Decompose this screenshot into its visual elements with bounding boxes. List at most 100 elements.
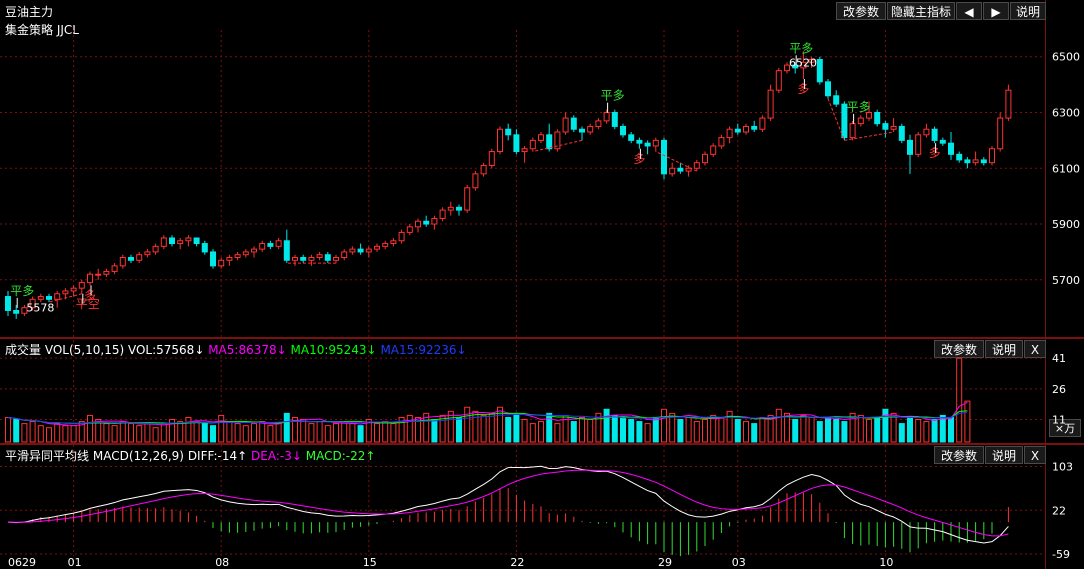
volume-bar [579, 416, 585, 443]
candle-body [111, 265, 118, 272]
volume-bar [497, 406, 503, 443]
candle-body [792, 64, 799, 69]
volume-bar [816, 421, 823, 443]
main-params-button[interactable]: 改参数 [836, 2, 886, 20]
volume-bar [693, 421, 700, 443]
candle-body [398, 231, 405, 242]
candle-body [70, 287, 77, 292]
vol-ma5: MA5:86378↓ [208, 343, 287, 357]
main-help-button[interactable]: 说明 [1010, 2, 1046, 20]
candle-body [669, 167, 676, 175]
volume-bar [267, 425, 274, 443]
trend-line [48, 293, 82, 303]
candle-body [882, 123, 889, 130]
trend-line [844, 131, 894, 141]
volume-bar [939, 414, 946, 443]
candle-body [357, 248, 364, 253]
volume-bar [341, 421, 348, 443]
candle-body [259, 243, 266, 250]
volume-bar [620, 416, 626, 443]
candle-body [923, 128, 930, 136]
macd-diff: DIFF:-14↑ [187, 449, 248, 463]
candle-body [341, 251, 348, 259]
vol-params-button[interactable]: 改参数 [934, 340, 984, 358]
vol-unit-label[interactable]: ×万 [1049, 419, 1081, 437]
volume-bar [603, 408, 610, 443]
candle-body [242, 251, 249, 256]
signal-label: 多 [633, 152, 645, 166]
candle-body [210, 251, 216, 267]
main-subtitle: 集金策略 JJCL [5, 23, 79, 37]
volume-layer [5, 357, 971, 443]
candle-body [693, 162, 700, 169]
candle-body [62, 290, 69, 295]
volume-bar [628, 419, 635, 443]
volume-bar [177, 421, 184, 443]
macd-help-button[interactable]: 说明 [985, 446, 1023, 464]
candle-body [1005, 89, 1012, 119]
macd-spec: MACD(12,26,9) [92, 449, 184, 463]
macd-close-button[interactable]: X [1024, 446, 1046, 464]
candle-body [513, 134, 520, 153]
vol-ma10: MA10:95243↓ [290, 343, 377, 357]
volume-bar [103, 423, 110, 443]
candle-body [267, 243, 274, 247]
candle-body [898, 125, 905, 141]
scroll-right-button[interactable]: ▶ [983, 2, 1009, 20]
vol-value: VOL:57568↓ [127, 343, 205, 357]
date-tick-label: 15 [363, 556, 377, 569]
volume-bar [300, 419, 307, 443]
candle-body [546, 134, 553, 150]
volume-bar [792, 419, 799, 443]
candle-body [521, 148, 528, 153]
candle-body [13, 309, 20, 314]
candle-body [718, 137, 725, 147]
candle-body [997, 117, 1004, 150]
candle-body [866, 112, 872, 119]
macd-params-button[interactable]: 改参数 [934, 446, 984, 464]
volume-bar [833, 419, 840, 443]
macd-dea: DEA:-3↓ [251, 449, 302, 463]
volume-bar [702, 419, 708, 443]
date-tick-label: 10 [879, 556, 893, 569]
vol-help-button[interactable]: 说明 [985, 340, 1023, 358]
candle-body [956, 153, 963, 161]
candle-body [300, 257, 307, 261]
signal-label: 平多 [789, 41, 813, 55]
candle-body [78, 282, 85, 289]
candle-body [579, 128, 585, 133]
volume-bar [587, 419, 594, 443]
date-tick-label: 08 [215, 556, 229, 569]
candle-body [554, 131, 561, 150]
price-tick-label: 6100 [1052, 162, 1080, 175]
macd-value: MACD:-22↑ [305, 449, 376, 463]
vol-close-button[interactable]: X [1024, 340, 1046, 358]
volume-bar [218, 414, 225, 443]
candle-body [907, 139, 913, 155]
candle-body [152, 245, 159, 253]
volume-bar [907, 416, 913, 443]
price-tick-label: 6500 [1052, 51, 1080, 64]
candle-body [611, 112, 618, 127]
candle-body [784, 64, 790, 72]
volume-bar [13, 419, 20, 443]
volume-bar [488, 412, 495, 443]
volume-bar [144, 423, 151, 443]
candle-body [136, 254, 143, 261]
candle-body [816, 59, 823, 83]
candle-body [177, 240, 184, 245]
candle-body [644, 142, 651, 147]
volume-bar [201, 423, 208, 443]
vol-spec: VOL(5,10,15) [44, 343, 125, 357]
date-tick-label: 22 [510, 556, 524, 569]
scroll-left-button[interactable]: ◀ [956, 2, 982, 20]
volume-bar [390, 423, 397, 443]
volume-bar [538, 421, 544, 443]
hide-main-indicator-button[interactable]: 隐藏主指标 [887, 2, 955, 20]
candle-body [685, 167, 692, 172]
candle-body [382, 243, 389, 247]
volume-bar [718, 416, 725, 443]
candle-body [234, 254, 241, 258]
